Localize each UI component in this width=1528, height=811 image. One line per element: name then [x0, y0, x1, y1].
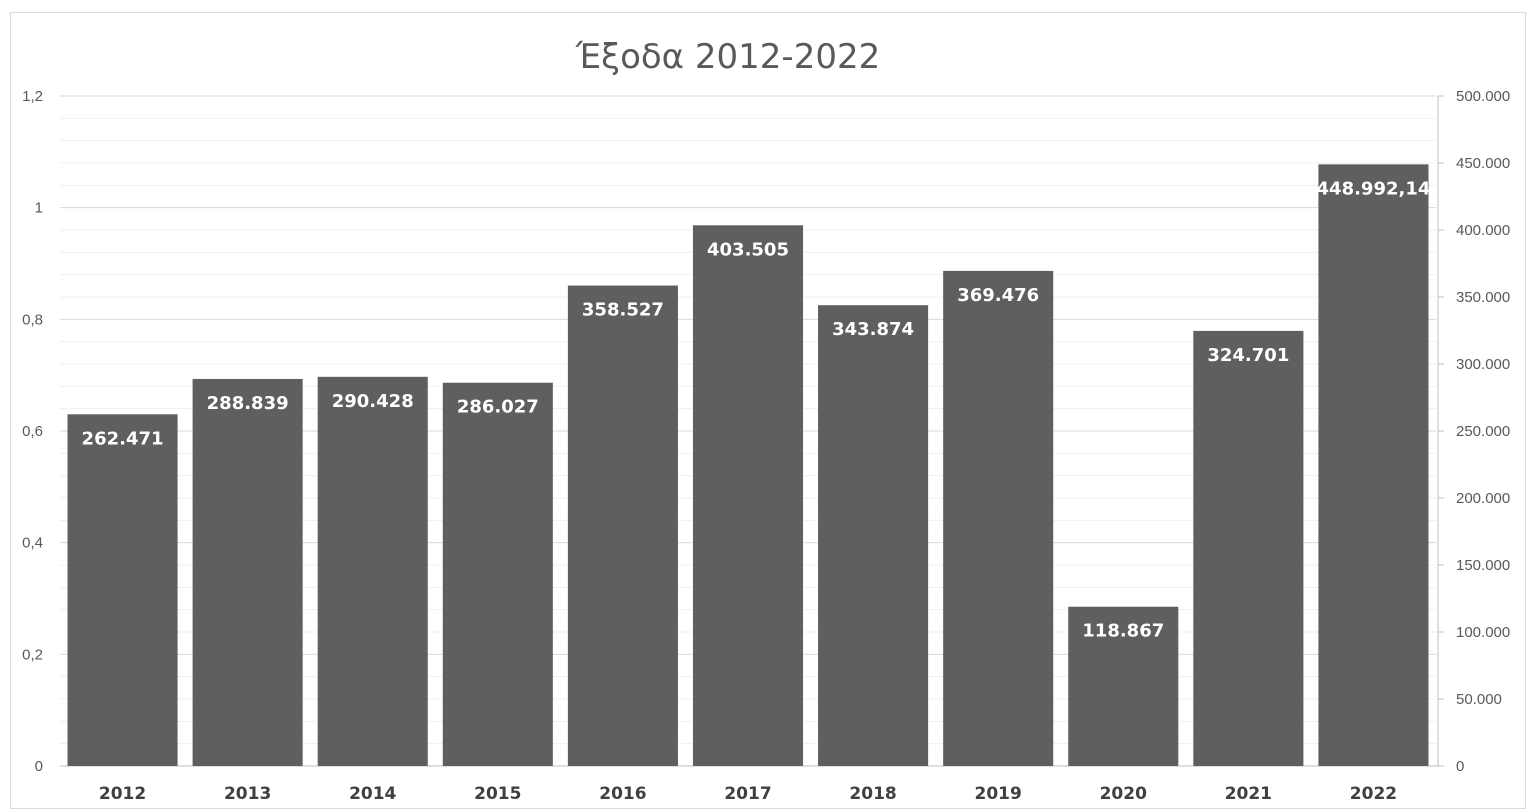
x-axis-category-label: 2012 — [99, 784, 146, 804]
bar-data-label: 369.476 — [957, 285, 1039, 306]
bars — [67, 164, 1429, 767]
bar — [1068, 606, 1179, 766]
right-axis-tick-label: 0 — [1456, 758, 1464, 775]
bar-data-label: 262.471 — [82, 428, 164, 449]
right-axis-tick-label: 400.000 — [1456, 222, 1510, 239]
bar — [692, 225, 804, 767]
bar — [67, 414, 178, 766]
x-axis-category-label: 2015 — [474, 784, 521, 804]
right-axis-tick-label: 50.000 — [1456, 691, 1502, 708]
bar — [317, 376, 428, 766]
bar-data-label: 448.992,14 — [1317, 178, 1431, 199]
bar — [1193, 330, 1304, 766]
right-axis-tick-label: 500.000 — [1456, 88, 1510, 105]
bar — [442, 382, 553, 766]
chart-title: Έξοδα 2012-2022 — [575, 37, 880, 77]
bar-data-label: 286.027 — [457, 397, 539, 418]
bar-data-label: 324.701 — [1207, 345, 1289, 366]
x-axis-category-label: 2020 — [1100, 784, 1147, 804]
right-axis-tick-label: 450.000 — [1456, 155, 1510, 172]
x-axis-category-label: 2014 — [349, 784, 396, 804]
bar-data-label: 288.839 — [207, 393, 289, 414]
bar — [567, 285, 678, 766]
axes: 0 0,2 0,4 0,6 0,8 1 1,2 0 50.000 100.000 150.000 20… — [22, 88, 1510, 804]
bar-data-label: 290.428 — [332, 391, 414, 412]
data-labels: 262.471 288.839 290.428 286.027 358.527 403.5… — [82, 178, 1431, 641]
x-axis-category-label: 2019 — [975, 784, 1022, 804]
left-axis-tick-label: 0,4 — [22, 535, 43, 552]
bar-data-label: 343.874 — [832, 319, 914, 340]
bar-data-label: 403.505 — [707, 239, 789, 260]
bar — [943, 270, 1054, 766]
right-axis-tick-label: 350.000 — [1456, 289, 1510, 306]
bar — [818, 305, 929, 766]
x-axis-category-label: 2013 — [224, 784, 271, 804]
right-axis-tick-label: 100.000 — [1456, 624, 1510, 641]
right-axis-tick-label: 250.000 — [1456, 423, 1510, 440]
right-axis-tick-label: 150.000 — [1456, 557, 1510, 574]
bar — [1318, 164, 1429, 766]
x-axis-category-label: 2021 — [1225, 784, 1272, 804]
bar-data-label: 358.527 — [582, 300, 664, 321]
x-axis-category-label: 2018 — [849, 784, 896, 804]
x-axis-category-label: 2017 — [724, 784, 771, 804]
left-axis-tick-label: 0 — [35, 758, 43, 775]
left-axis-tick-label: 0,6 — [22, 423, 43, 440]
left-axis-tick-label: 1 — [35, 200, 43, 217]
right-axis-tick-label: 200.000 — [1456, 490, 1510, 507]
x-axis-category-label: 2022 — [1350, 784, 1397, 804]
left-axis-tick-label: 1,2 — [22, 88, 43, 105]
bar-data-label: 118.867 — [1082, 621, 1164, 642]
x-axis-category-label: 2016 — [599, 784, 646, 804]
bar — [192, 378, 303, 766]
left-axis-tick-label: 0,8 — [22, 311, 43, 328]
left-axis-tick-label: 0,2 — [22, 646, 43, 663]
right-axis-tick-label: 300.000 — [1456, 356, 1510, 373]
